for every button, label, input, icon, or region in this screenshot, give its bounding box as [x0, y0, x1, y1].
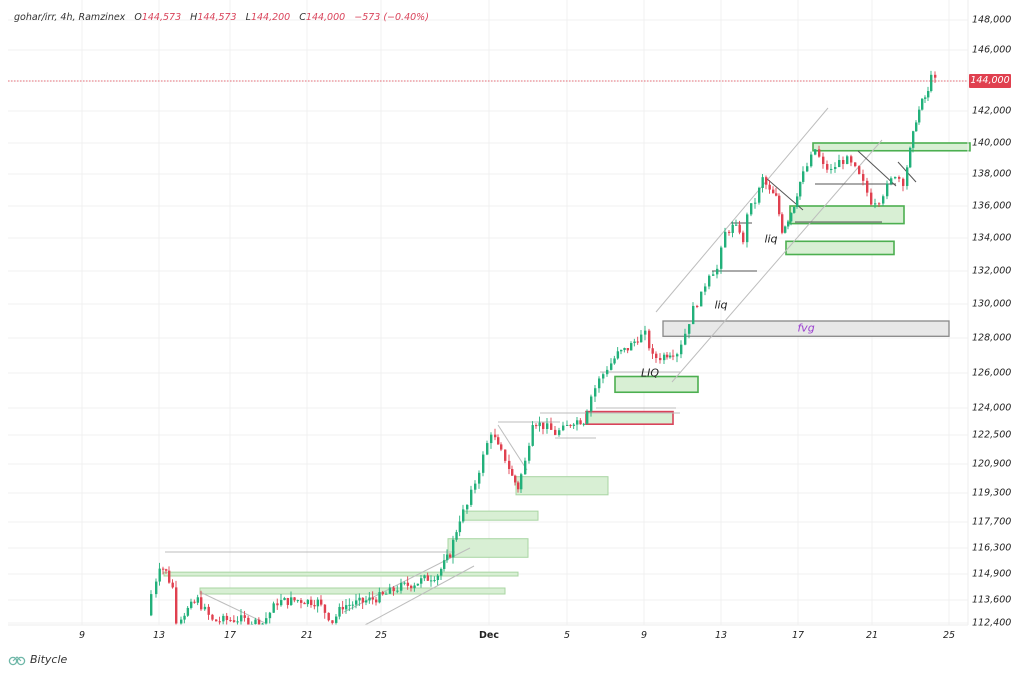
bicycle-logo-icon — [8, 655, 26, 665]
price-tick-label: 130,000 — [972, 298, 1012, 310]
time-tick-label: 25 — [942, 630, 956, 641]
price-tick-label: 146,000 — [972, 44, 1012, 56]
time-tick-label: Dec — [479, 630, 499, 641]
brand-logo[interactable]: Bitycle — [8, 653, 67, 666]
price-tick-label: 117,700 — [972, 516, 1012, 528]
time-tick-label: 17 — [791, 630, 805, 641]
price-tick-label: 124,000 — [972, 402, 1012, 414]
price-tick-label: 128,000 — [972, 332, 1012, 344]
trendline-drawings — [165, 107, 917, 626]
price-tick-label: 142,000 — [972, 105, 1012, 117]
high-value: 144,573 — [197, 12, 237, 23]
high-label: H — [190, 12, 198, 23]
price-tick-label: 136,000 — [972, 200, 1012, 212]
open-value: 144,573 — [141, 12, 182, 23]
time-tick-label: 17 — [223, 630, 237, 641]
price-tick-label: 114,900 — [972, 568, 1012, 580]
price-tick-label: 120,900 — [972, 458, 1012, 470]
low-value: 144,200 — [250, 12, 291, 23]
open-label: O — [134, 12, 142, 23]
price-tick-label: 112,400 — [972, 617, 1012, 629]
price-tick-label: 119,300 — [972, 487, 1012, 499]
price-tick-label: 148,000 — [972, 14, 1012, 26]
low-label: L — [245, 12, 251, 23]
brand-name: Bitycle — [30, 653, 68, 666]
close-value: 144,000 — [305, 12, 346, 23]
price-tick-label: 113,600 — [972, 594, 1012, 606]
time-tick-label: 21 — [300, 630, 314, 641]
time-tick-label: 21 — [865, 630, 879, 641]
time-tick-label: 13 — [714, 630, 728, 641]
time-tick-label: 5 — [563, 630, 571, 641]
time-tick-label: 13 — [152, 630, 166, 641]
price-tick-label: 134,000 — [972, 232, 1012, 244]
price-tick-label: 126,000 — [972, 367, 1012, 379]
liq-annotation: liq — [764, 232, 778, 246]
price-tick-label: 140,000 — [972, 137, 1012, 149]
time-tick-label: 25 — [374, 630, 388, 641]
grid-lines — [8, 0, 968, 625]
symbol-legend: gohar/irr, 4h, Ramzinex O144,573 H144,57… — [14, 12, 429, 23]
fvg-annotation: fvg — [797, 321, 815, 335]
price-tick-label: 132,000 — [972, 265, 1012, 277]
time-tick-label: 9 — [640, 630, 648, 641]
symbol-title: gohar/irr, 4h, Ramzinex — [14, 12, 126, 23]
close-label: C — [299, 12, 306, 23]
price-tick-label: 116,300 — [972, 542, 1012, 554]
liq-annotation: liq — [714, 298, 728, 312]
price-tick-label: 138,000 — [972, 168, 1012, 180]
time-tick-label: 9 — [78, 630, 86, 641]
liq-annotation: LIQ — [640, 366, 660, 380]
zones-layer — [163, 142, 971, 595]
last-price-tag: 144,000 — [969, 74, 1011, 88]
candlestick-series — [150, 70, 937, 625]
change-value: −573 (−0.40%) — [354, 12, 429, 23]
price-tick-label: 122,500 — [972, 429, 1012, 441]
